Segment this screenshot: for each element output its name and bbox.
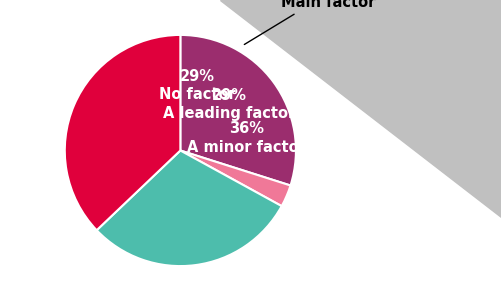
Wedge shape bbox=[180, 35, 296, 185]
Text: 36%
A minor factor: 36% A minor factor bbox=[187, 121, 306, 154]
Wedge shape bbox=[65, 35, 180, 230]
Wedge shape bbox=[180, 150, 291, 206]
Text: 3%
Main factor: 3% Main factor bbox=[244, 0, 375, 45]
Text: 29%
No factor: 29% No factor bbox=[159, 69, 235, 102]
Polygon shape bbox=[220, 0, 501, 217]
Text: 29%
A leading factor: 29% A leading factor bbox=[163, 88, 295, 121]
Wedge shape bbox=[97, 150, 282, 266]
